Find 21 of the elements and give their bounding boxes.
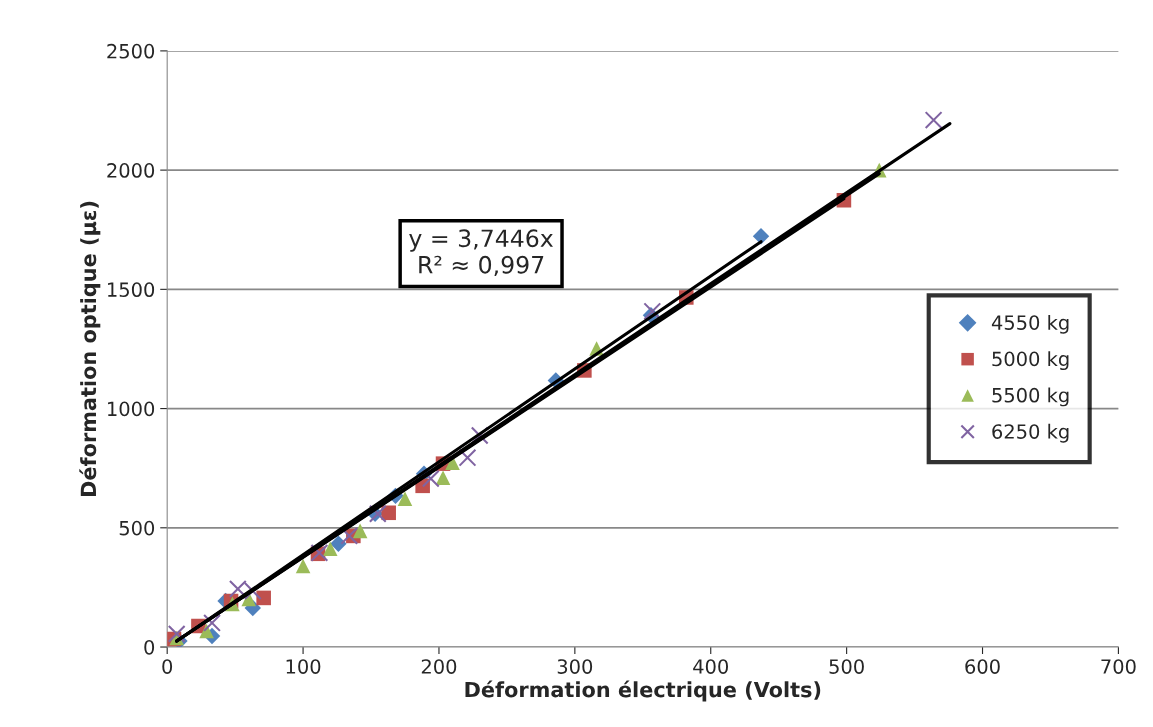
y-tick-label: 0	[144, 639, 155, 655]
x-tick-label: 500	[829, 659, 864, 674]
legend-label: 4550 kg	[991, 314, 1069, 334]
y-tick-label: 2500	[107, 43, 155, 59]
x-axis-title: Déformation électrique (Volts)	[465, 680, 821, 702]
legend-label: 6250 kg	[992, 423, 1069, 443]
legend-label: 5500 kg	[992, 387, 1069, 407]
x-tick-label: 700	[1101, 659, 1136, 674]
x-tick-label: 100	[286, 659, 321, 674]
y-tick-label: 1500	[108, 282, 155, 298]
annotation: y = 3,7446x R² ≈ 0,997	[409, 229, 553, 277]
x-tick-label: 300	[557, 659, 593, 674]
y-axis-title: Déformation optique (µε)	[79, 201, 101, 496]
x-tick-label: 600	[965, 659, 1000, 674]
x-tick-label: 400	[693, 659, 729, 674]
x-tick-label: 200	[421, 659, 457, 674]
y-tick-label: 500	[119, 520, 155, 536]
y-tick-label: 2000	[107, 163, 155, 178]
y-tick-label: 1000	[108, 401, 155, 417]
legend-label: 5000 kg	[992, 351, 1069, 371]
x-tick-label: 0	[162, 659, 173, 674]
